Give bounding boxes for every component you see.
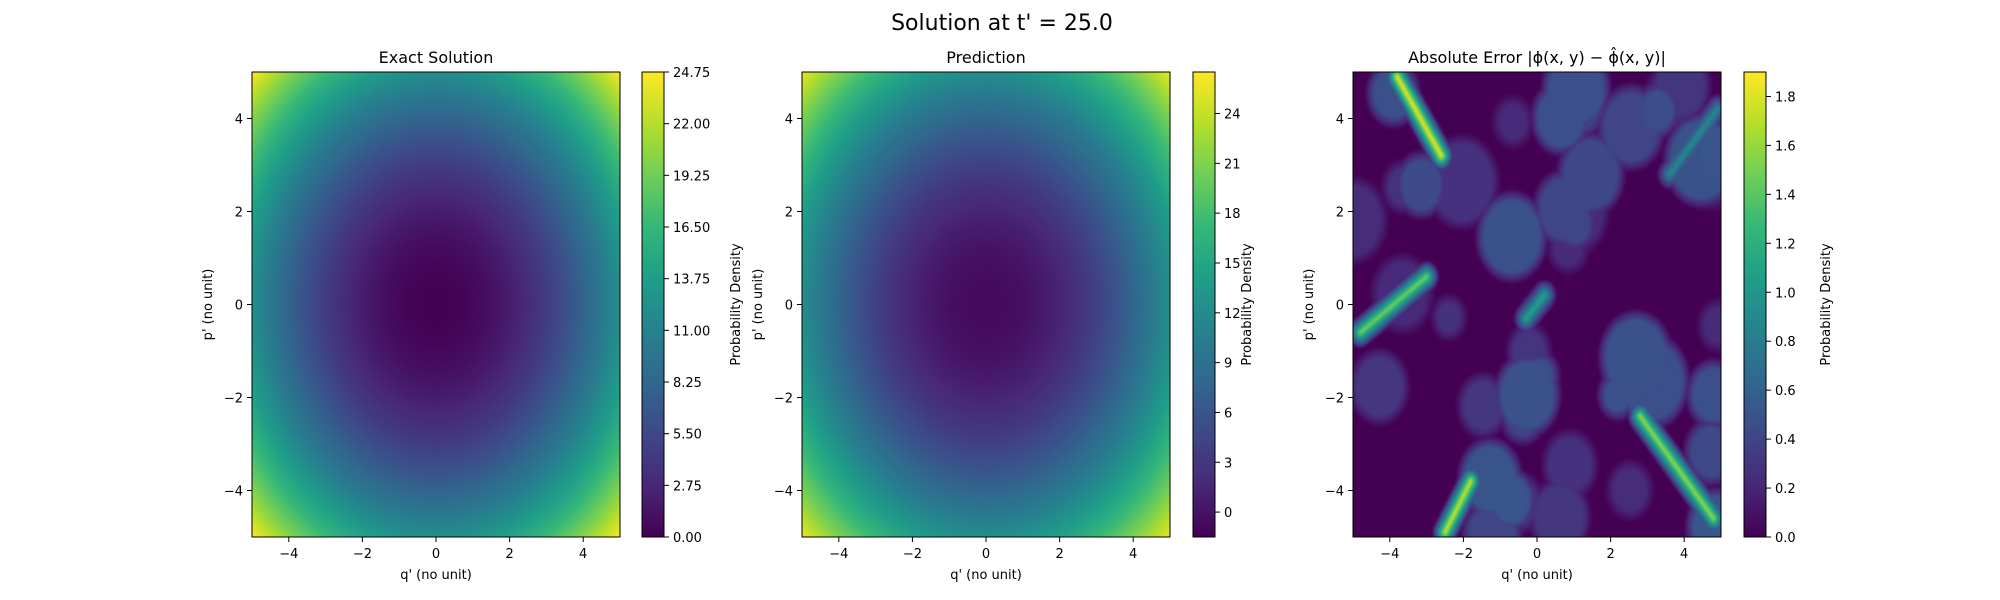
x-tick-label: 0 [1533,547,1541,562]
colorbar-tick-label: 22.00 [673,118,710,133]
colorbar-tick-label: 19.25 [673,169,710,184]
colorbar-frame [1192,71,1216,538]
colorbar-tick-label: 1.8 [1775,90,1796,105]
x-axis-label: q' (no unit) [950,568,1022,583]
figure-suptitle: Solution at t' = 25.0 [891,11,1113,36]
x-tick-label: 4 [579,547,587,562]
x-tick-label: 2 [1055,547,1063,562]
y-axis-label: p' (no unit) [201,269,216,341]
x-tick-label: −2 [353,547,372,562]
x-tick-label: 2 [505,547,513,562]
colorbar-tick-label: 12 [1224,307,1241,322]
colorbar-tick-label: 0.4 [1775,433,1796,448]
colorbar-tick-label: 8.25 [673,376,702,391]
colorbar-tick-label: 15 [1224,257,1241,272]
y-tick-label: −2 [224,392,243,407]
colorbar-tick-label: 24 [1224,108,1241,123]
colorbar-tick-label: 2.75 [673,479,702,494]
x-tick-label: −2 [1454,547,1473,562]
colorbar-label: Probability Density [1819,243,1834,366]
colorbar-tick-label: 1.0 [1775,286,1796,301]
panel-title: Absolute Error |ϕ(x, y) − ϕ̂(x, y)| [1408,47,1666,67]
x-axis-label: q' (no unit) [400,568,472,583]
y-tick-label: 2 [235,206,243,221]
x-tick-label: −4 [1380,547,1399,562]
x-tick-label: 0 [982,547,990,562]
colorbar [1193,72,1215,537]
x-axis-label: q' (no unit) [1501,568,1573,583]
colorbar-label: Probability Density [729,243,744,366]
colorbar-label: Probability Density [1240,243,1255,366]
colorbar-tick-label: 16.50 [673,221,710,236]
colorbar-tick-label: 24.75 [673,66,710,81]
colorbar-tick-label: 13.75 [673,273,710,288]
y-tick-label: 0 [1336,299,1344,314]
y-tick-label: −2 [1325,392,1344,407]
y-tick-label: 4 [1336,113,1344,128]
colorbar-tick-label: 21 [1224,157,1241,172]
heatmap-image [1353,72,1721,537]
colorbar-tick-label: 5.50 [673,428,702,443]
colorbar-tick-label: 6 [1224,406,1232,421]
panel-3: Absolute Error |ϕ(x, y) − ϕ̂(x, y)| −4 −2 0… [1302,47,1834,583]
x-tick-label: −4 [279,547,298,562]
y-tick-label: 4 [235,113,243,128]
colorbar-tick-label: 0 [1224,506,1232,521]
colorbar-tick-label: 1.6 [1775,139,1796,154]
x-tick-label: 2 [1606,547,1614,562]
colorbar-tick-label: 0.8 [1775,335,1796,350]
y-tick-label: 4 [785,113,793,128]
x-tick-label: −4 [829,547,848,562]
y-tick-label: 2 [1336,206,1344,221]
colorbar-tick-label: 11.00 [673,324,710,339]
colorbar-tick-label: 1.2 [1775,237,1796,252]
y-tick-label: 0 [235,299,243,314]
panel-1: Exact Solution −4 −2 0 2 4 −4 −2 0 2 4 q' (no unit)… [201,48,744,583]
y-tick-label: −4 [224,485,243,500]
panel-title: Prediction [946,48,1025,67]
y-tick-label: −2 [774,392,793,407]
colorbar-frame [641,71,665,538]
colorbar-tick-label: 3 [1224,456,1232,471]
y-axis-label: p' (no unit) [751,269,766,341]
y-tick-label: 2 [785,206,793,221]
y-tick-label: −4 [1325,485,1344,500]
y-axis-label: p' (no unit) [1302,269,1317,341]
x-tick-label: 0 [432,547,440,562]
colorbar-tick-label: 9 [1224,357,1232,372]
colorbar [642,72,664,537]
colorbar-tick-label: 18 [1224,207,1241,222]
colorbar-tick-label: 0.6 [1775,384,1796,399]
y-tick-label: 0 [785,299,793,314]
colorbar-tick-label: 0.0 [1775,531,1796,546]
heatmap-image [802,72,1170,537]
colorbar-frame [1743,71,1767,538]
heatmap-image [252,72,620,537]
colorbar-tick-label: 0.2 [1775,482,1796,497]
y-tick-label: −4 [774,485,793,500]
x-tick-label: 4 [1129,547,1137,562]
x-tick-label: 4 [1680,547,1688,562]
x-tick-label: −2 [903,547,922,562]
panel-title: Exact Solution [379,48,494,67]
colorbar-tick-label: 0.00 [673,531,702,546]
colorbar-tick-label: 1.4 [1775,188,1796,203]
colorbar [1744,72,1766,537]
